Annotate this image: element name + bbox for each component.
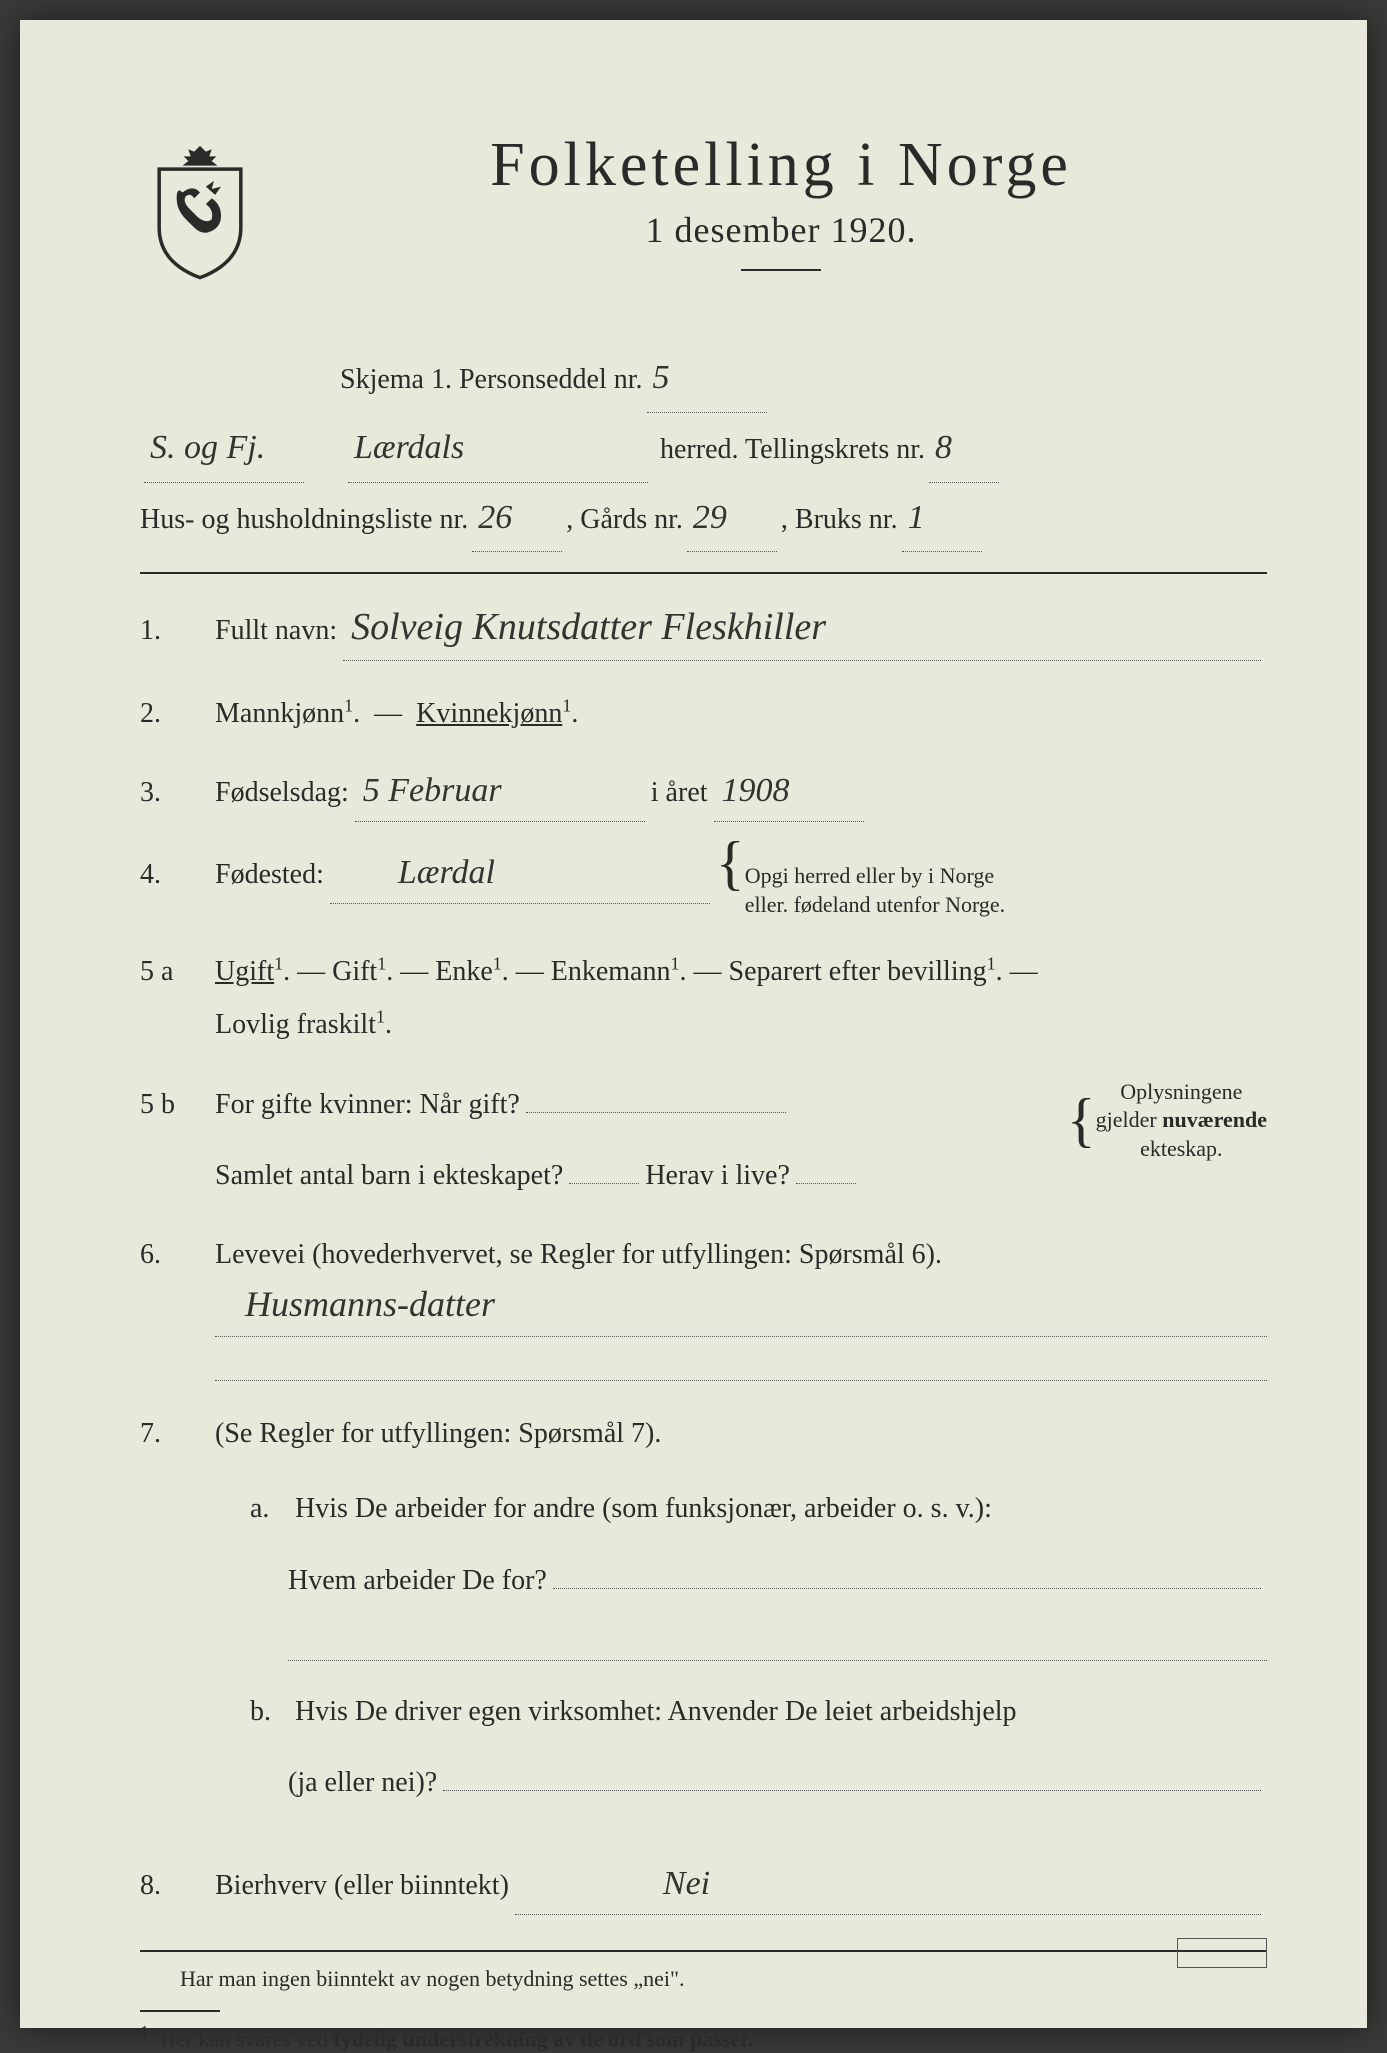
footnote-1: Har man ingen biinntekt av nogen betydni… <box>140 1966 1267 1992</box>
q2-kvinne: Kvinnekjønn <box>416 698 562 729</box>
county-value: S. og Fj. <box>150 429 265 466</box>
hus-label: Hus- og husholdningsliste nr. <box>140 491 468 550</box>
q7a-line2: Hvem arbeider De for? <box>288 1554 547 1607</box>
q7b-letter: b. <box>250 1685 288 1738</box>
q5b-num: 5 b <box>140 1078 215 1202</box>
q5b-line1: For gifte kvinner: Når gift? <box>215 1078 520 1131</box>
q8-value: Nei <box>663 1865 710 1902</box>
meta-line-3: Hus- og husholdningsliste nr. 26 , Gårds… <box>140 491 1267 553</box>
question-6: 6. Levevei (hovederhvervet, se Regler fo… <box>140 1228 1267 1381</box>
skjema-label: Skjema 1. Personseddel nr. <box>340 351 643 410</box>
q2-num: 2. <box>140 687 215 740</box>
coat-of-arms-icon <box>140 140 260 280</box>
q7-num: 7. <box>140 1407 215 1833</box>
meta-block: Skjema 1. Personseddel nr. 5 S. og Fj. L… <box>140 351 1267 552</box>
divider <box>741 269 821 271</box>
q8-num: 8. <box>140 1859 215 1915</box>
q7b-line1: Hvis De driver egen virksomhet: Anvender… <box>295 1696 1017 1727</box>
subtitle: 1 desember 1920. <box>295 209 1267 251</box>
gards-label: , Gårds nr. <box>566 491 683 550</box>
q3-day: 5 Februar <box>363 772 502 809</box>
meta-line-2: S. og Fj. Lærdals herred. Tellingskrets … <box>140 421 1267 483</box>
q5a-gift: Gift <box>332 956 377 987</box>
bruks-label: , Bruks nr. <box>781 491 898 550</box>
bruks-nr: 1 <box>908 499 925 536</box>
question-3: 3. Fødselsdag: 5 Februar i året 1908 <box>140 766 1267 822</box>
q5a-separert: Separert efter bevilling <box>729 956 987 987</box>
question-7a: a. Hvis De arbeider for andre (som funks… <box>250 1482 1267 1660</box>
tellingskrets-nr: 8 <box>935 429 952 466</box>
q5a-enkemann: Enkemann <box>551 956 671 987</box>
q7b-line2: (ja eller nei)? <box>288 1756 437 1809</box>
question-5a: 5 a Ugift1. — Gift1. — Enke1. — Enkemann… <box>140 945 1267 1051</box>
footnote-divider <box>140 2010 220 2012</box>
printer-stamp <box>1177 1938 1267 1968</box>
personseddel-nr: 5 <box>653 359 670 396</box>
q7a-value <box>553 1586 1261 1589</box>
q5a-num: 5 a <box>140 945 215 1051</box>
q3-num: 3. <box>140 766 215 822</box>
q5b-gift-year <box>526 1110 786 1113</box>
q1-label: Fullt navn: <box>215 604 337 657</box>
q7a-line3 <box>288 1617 1267 1661</box>
q4-label: Fødested: <box>215 848 324 901</box>
herred-value: Lærdals <box>354 429 464 466</box>
q7-label: (Se Regler for utfyllingen: Spørsmål 7). <box>215 1407 1267 1460</box>
husliste-nr: 26 <box>478 499 512 536</box>
question-8: 8. Bierhverv (eller biinntekt) Nei <box>140 1859 1267 1915</box>
q5a-fraskilt: Lovlig fraskilt <box>215 1009 376 1040</box>
question-7b: b. Hvis De driver egen virksomhet: Anven… <box>250 1685 1267 1809</box>
q7b-value <box>443 1788 1261 1791</box>
q6-line2 <box>215 1337 1267 1381</box>
q5a-ugift: Ugift <box>215 956 274 987</box>
main-title: Folketelling i Norge <box>295 130 1267 201</box>
q3-year: 1908 <box>722 772 790 809</box>
question-1: 1. Fullt navn: Solveig Knutsdatter Flesk… <box>140 604 1267 660</box>
question-2: 2. Mannkjønn1. — Kvinnekjønn1. <box>140 687 1267 740</box>
census-form-page: Folketelling i Norge 1 desember 1920. Sk… <box>20 20 1367 2028</box>
question-4: 4. Fødested: Lærdal { Opgi herred eller … <box>140 848 1267 919</box>
q4-value: Lærdal <box>398 854 495 891</box>
question-5b: 5 b { Oplysningene gjelder nuværende ekt… <box>140 1078 1267 1202</box>
q4-num: 4. <box>140 848 215 919</box>
q5b-live <box>796 1181 856 1184</box>
q6-label: Levevei (hovederhvervet, se Regler for u… <box>215 1239 942 1270</box>
title-block: Folketelling i Norge 1 desember 1920. <box>295 130 1267 306</box>
q4-note: Opgi herred eller by i Norge eller. føde… <box>745 862 1005 919</box>
header: Folketelling i Norge 1 desember 1920. <box>140 130 1267 306</box>
q3-year-label: i året <box>651 766 708 819</box>
q6-num: 6. <box>140 1228 215 1381</box>
q5b-line2b: Herav i live? <box>645 1149 790 1202</box>
questions-block: 1. Fullt navn: Solveig Knutsdatter Flesk… <box>140 572 1267 2052</box>
footer: Har man ingen biinntekt av nogen betydni… <box>140 1950 1267 2052</box>
q7a-line1: Hvis De arbeider for andre (som funksjon… <box>295 1493 992 1524</box>
q5b-line2a: Samlet antal barn i ekteskapet? <box>215 1149 563 1202</box>
q5a-enke: Enke <box>435 956 493 987</box>
meta-line-1: Skjema 1. Personseddel nr. 5 <box>140 351 1267 413</box>
q6-value: Husmanns-datter <box>245 1284 495 1324</box>
footnote-2: 1 Her kan svares ved tydelig understrekn… <box>140 2022 1267 2052</box>
q5b-side-note: { Oplysningene gjelder nuværende ekteska… <box>1067 1078 1267 1164</box>
q5b-barn <box>569 1181 639 1184</box>
q1-value: Solveig Knutsdatter Fleskhiller <box>351 606 826 648</box>
q7a-letter: a. <box>250 1482 288 1535</box>
q2-mann: Mannkjønn <box>215 698 344 729</box>
q1-num: 1. <box>140 604 215 660</box>
q8-label: Bierhverv (eller biinntekt) <box>215 1859 509 1912</box>
question-7: 7. (Se Regler for utfyllingen: Spørsmål … <box>140 1407 1267 1833</box>
q3-label: Fødselsdag: <box>215 766 349 819</box>
gards-nr: 29 <box>693 499 727 536</box>
herred-label: herred. Tellingskrets nr. <box>660 421 925 480</box>
